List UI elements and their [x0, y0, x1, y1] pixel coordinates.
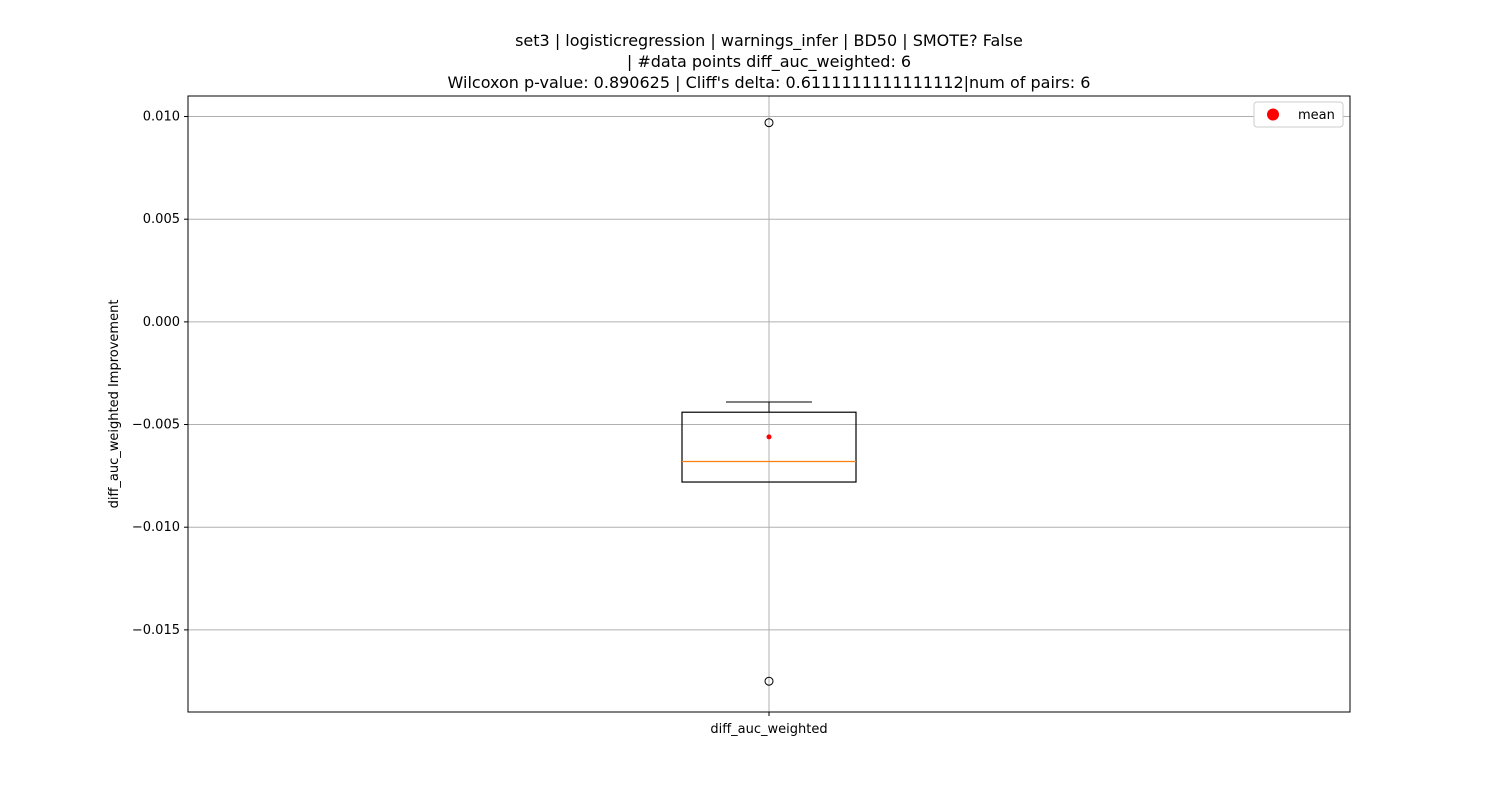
y-axis-label: diff_auc_weighted Improvement	[107, 300, 122, 509]
y-tick-label: 0.010	[143, 110, 180, 125]
y-tick-label: 0.000	[143, 315, 180, 330]
box-plot	[681, 118, 857, 686]
legend-mean-label: mean	[1298, 108, 1335, 123]
legend-frame	[1253, 101, 1344, 128]
legend-mean-marker	[1267, 108, 1279, 121]
y-tick-label: −0.015	[132, 623, 180, 638]
y-tick-label: −0.005	[132, 418, 180, 433]
x-tick-label: diff_auc_weighted	[710, 722, 827, 737]
mean-point	[766, 434, 772, 440]
y-tick-label: −0.010	[132, 520, 180, 535]
box-iqr	[681, 411, 857, 483]
outlier-point	[764, 676, 774, 686]
outlier-point	[764, 118, 774, 128]
y-tick-label: 0.005	[143, 212, 180, 227]
legend: mean	[1253, 101, 1344, 128]
title-line-1: set3 | logisticregression | warnings_inf…	[515, 31, 1023, 51]
title-line-2: | #data points diff_auc_weighted: 6	[627, 52, 911, 72]
axis-ticks: 0.010 0.005 0.000 −0.005 −0.010 −0.015 diff_au…	[132, 110, 828, 737]
title-line-3: Wilcoxon p-value: 0.890625 | Cliff's del…	[448, 73, 1091, 92]
grid-lines	[188, 96, 1350, 712]
chart-title: set3 | logisticregression | warnings_inf…	[448, 31, 1091, 92]
